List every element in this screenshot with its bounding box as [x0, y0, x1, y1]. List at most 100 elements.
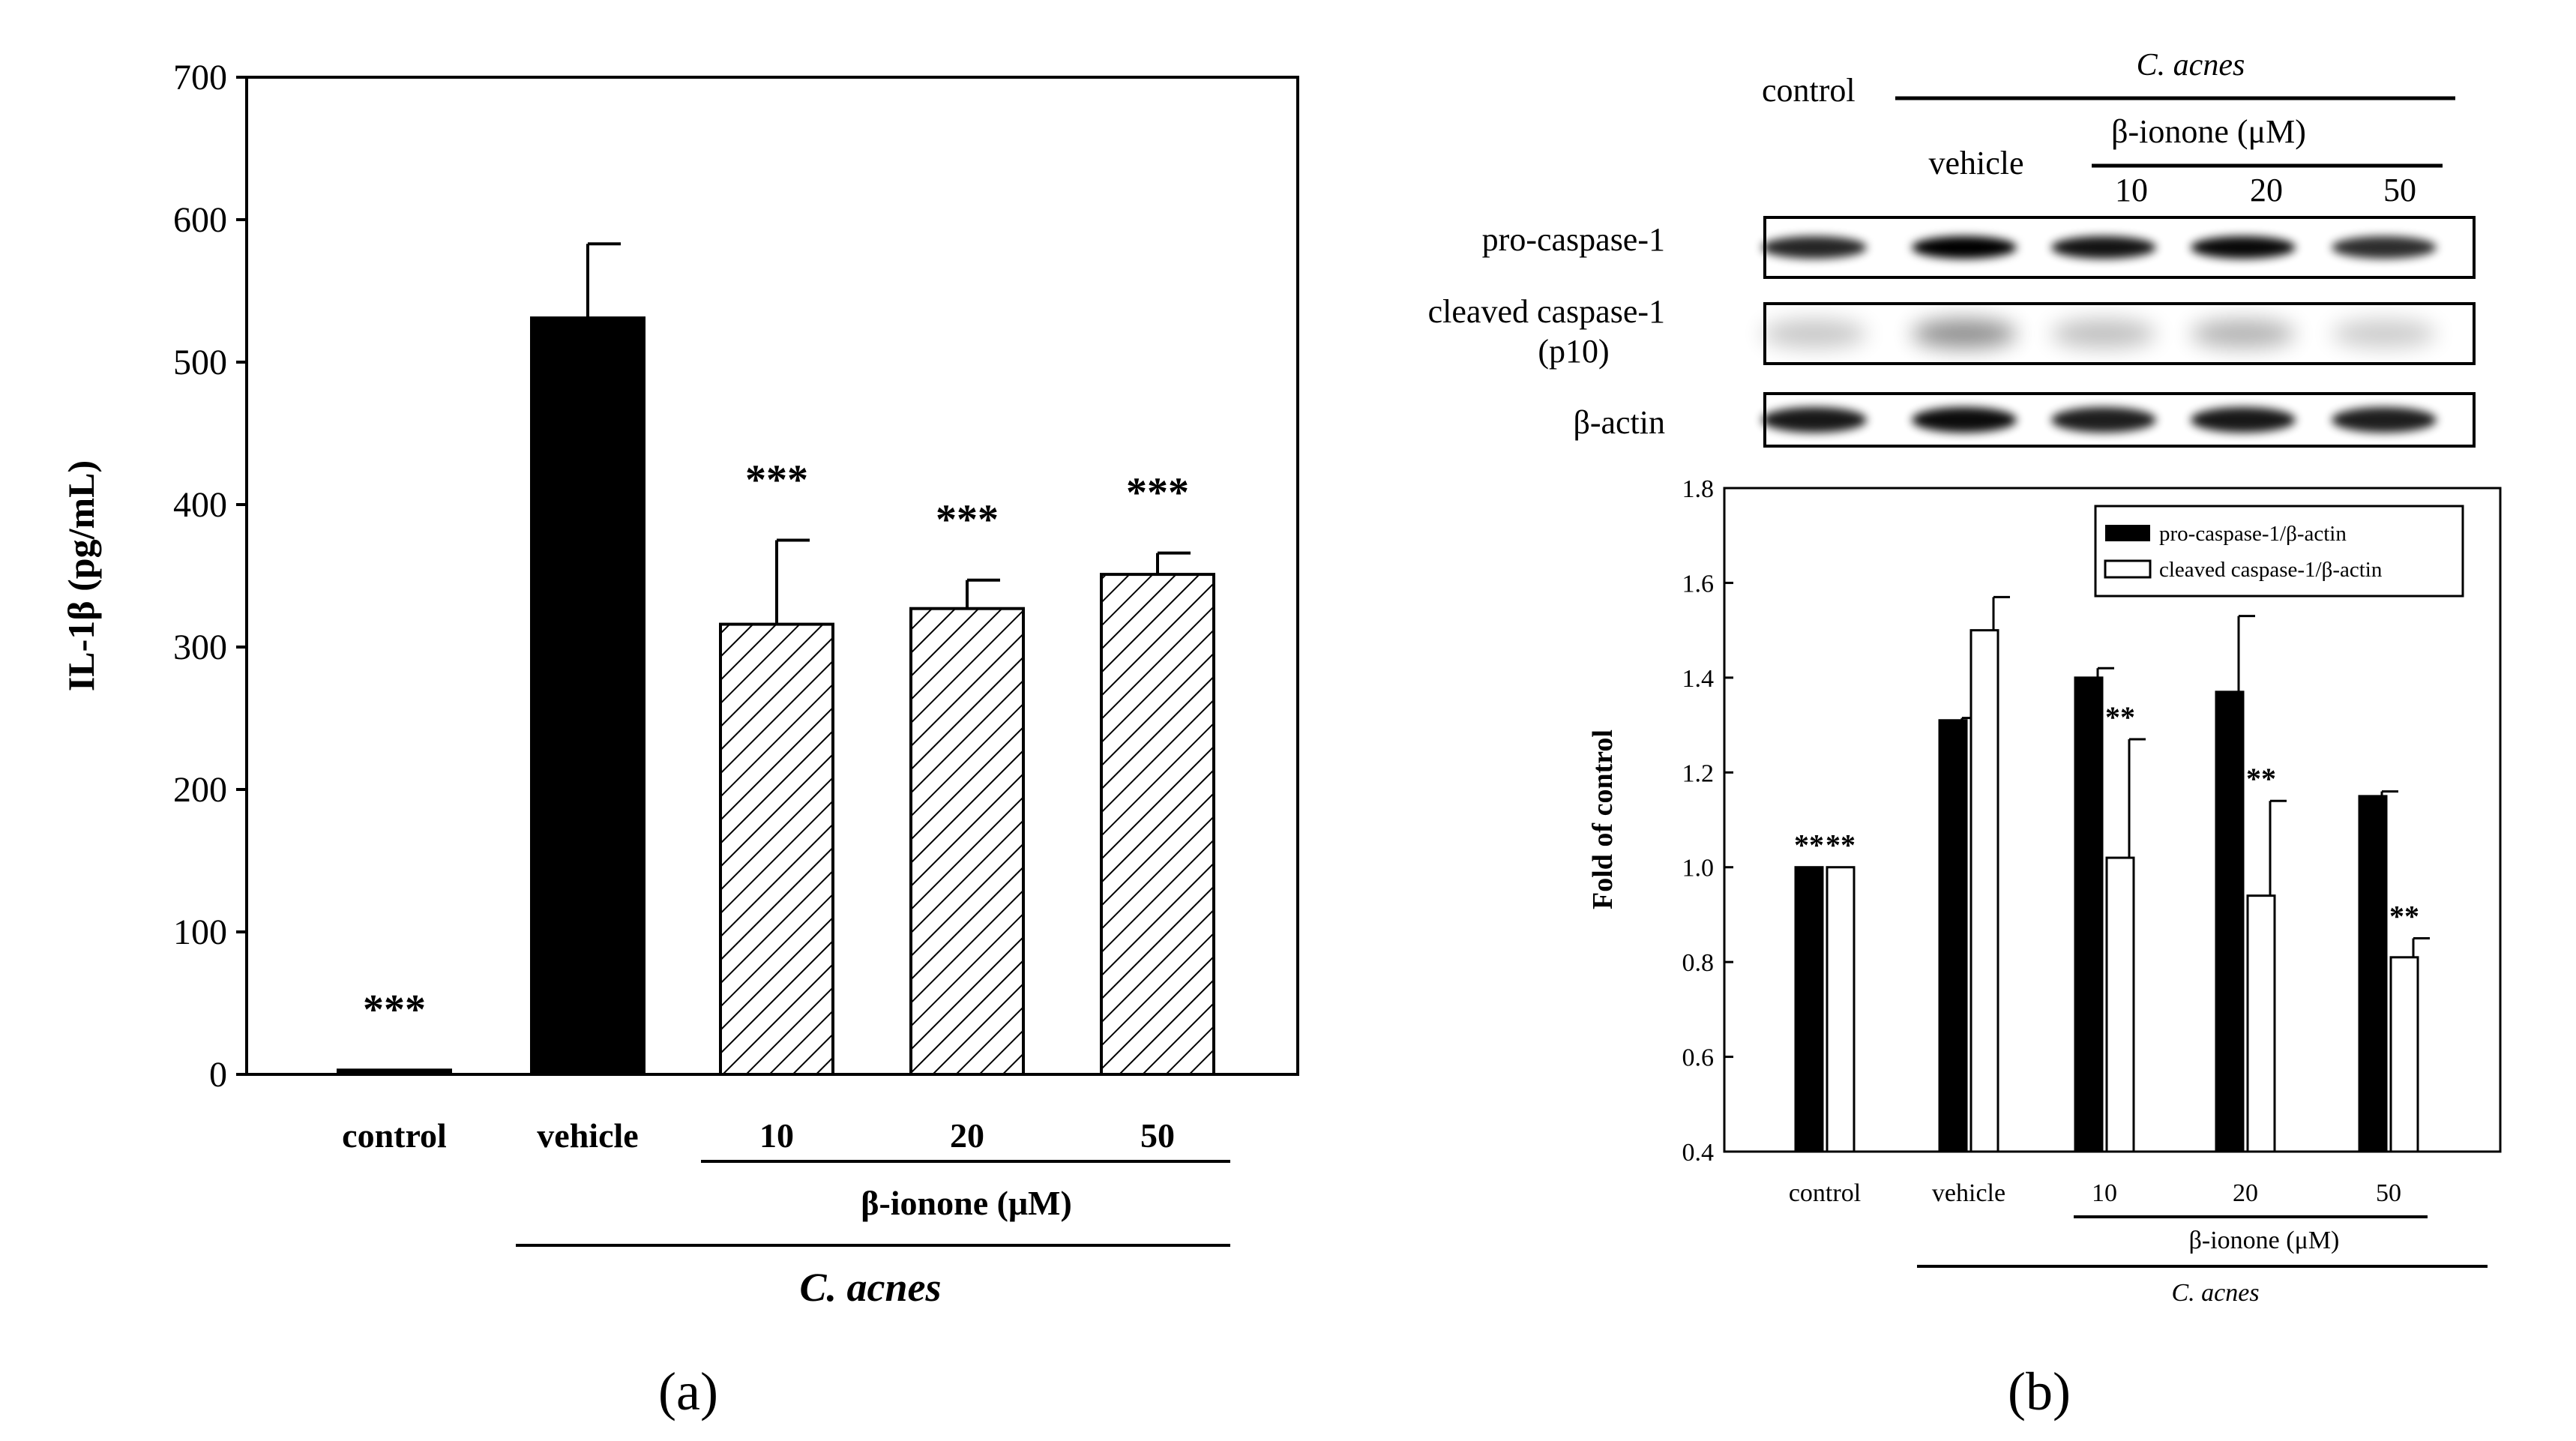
legend-label-pro-caspase: pro-caspase-1/β-actin — [2159, 522, 2347, 546]
blot-band — [2191, 407, 2296, 433]
ionone-label-a: β-ionone (μM) — [861, 1184, 1072, 1222]
bar-vehicle-series-2 — [1969, 629, 1999, 1153]
blot-band — [1762, 236, 1867, 259]
y-tick-label-b: 0.4 — [1682, 1139, 1715, 1167]
legend-swatch-pro-caspase — [2105, 525, 2150, 541]
y-tick-label-b: 1.6 — [1682, 570, 1715, 598]
blot-band — [2051, 319, 2156, 348]
blot-band — [2332, 319, 2437, 348]
significance-20: *** — [936, 497, 999, 544]
panel-a: 0 100 200 300 400 500 600 700 IL-1β (pg/mL) ***… — [60, 58, 1299, 1422]
blot-band — [1912, 407, 2017, 433]
y-tick-label-b: 1.4 — [1682, 665, 1715, 693]
y-axis-b: 0.4 0.6 0.8 1.0 1.2 1.4 1.6 1.8 — [1682, 475, 1733, 1167]
y-tick-label-a: 700 — [173, 58, 227, 97]
blot-row-label-actin: β-actin — [1573, 404, 1665, 441]
y-tick-label-a: 500 — [173, 343, 227, 382]
blot-band — [2332, 407, 2437, 433]
y-axis-a: 0 100 200 300 400 500 600 700 — [173, 58, 247, 1095]
bars-b: ** ******** — [1794, 595, 2430, 1153]
bar-control-series-1 — [1794, 866, 1824, 1153]
x-label-50: 50 — [1140, 1116, 1175, 1155]
blot-dose-20: 20 — [2250, 172, 2283, 208]
blot-dose-50: 50 — [2383, 172, 2416, 208]
legend-frame — [2094, 505, 2464, 598]
caption-b: (b) — [2008, 1362, 2071, 1422]
blot-row-label-pro-caspase: pro-caspase-1 — [1482, 221, 1665, 258]
blot-row-label-p10: (p10) — [1538, 333, 1609, 370]
bar-vehicle — [530, 316, 645, 1077]
panel-b-chart: 0.4 0.6 0.8 1.0 1.2 1.4 1.6 1.8 Fold of control… — [1587, 475, 2502, 1422]
significance-10-series-2: ** — [2105, 700, 2135, 734]
blot-dose-10: 10 — [2115, 172, 2148, 208]
panel-b-blot: control C. acnes vehicle β-ionone (μM) 1… — [1428, 48, 2476, 448]
y-tick-label-b: 1.0 — [1682, 855, 1715, 882]
bar-10-series-1 — [2074, 676, 2104, 1153]
x-label-b-10: 10 — [2092, 1179, 2117, 1207]
x-label-b-50: 50 — [2376, 1179, 2401, 1207]
x-label-b-vehicle: vehicle — [1932, 1179, 2005, 1207]
x-label-vehicle: vehicle — [537, 1116, 638, 1155]
x-label-10: 10 — [759, 1116, 794, 1155]
significance-20-series-2: ** — [2246, 762, 2276, 795]
bars-a: *** *** *** *** — [337, 242, 1215, 1077]
y-tick-label-a: 100 — [173, 912, 227, 952]
legend-b: pro-caspase-1/β-actin cleaved caspase-1/… — [2094, 505, 2464, 598]
blot-band — [1912, 236, 2017, 259]
blot-band — [1762, 407, 1867, 433]
bar-vehicle-series-1 — [1938, 719, 1968, 1153]
x-label-b-20: 20 — [2233, 1179, 2258, 1207]
blot-header-vehicle: vehicle — [1928, 145, 2023, 181]
x-label-20: 20 — [950, 1116, 984, 1155]
blot-band — [2191, 236, 2296, 259]
y-tick-label-b: 1.8 — [1682, 475, 1715, 503]
y-tick-label-b: 0.8 — [1682, 949, 1715, 977]
significance-control-series-1: ** — [1794, 828, 1824, 862]
blot-band — [2191, 319, 2296, 348]
legend-swatch-cleaved-caspase — [2104, 559, 2152, 579]
blot-header-acnes: C. acnes — [2137, 48, 2245, 82]
y-axis-label-b: Fold of control — [1587, 729, 1619, 909]
x-label-b-control: control — [1789, 1179, 1861, 1207]
blot-band — [1912, 319, 2017, 348]
y-tick-label-a: 0 — [209, 1055, 227, 1095]
significance-50-series-2: ** — [2389, 900, 2419, 933]
blot-header-control: control — [1762, 72, 1856, 109]
bar-50-series-2 — [2389, 956, 2419, 1153]
blot-row-label-cleaved-caspase: cleaved caspase-1 — [1428, 293, 1665, 330]
blot-band — [1762, 319, 1867, 348]
x-labels-b: control vehicle 10 20 50 — [1789, 1179, 2401, 1207]
legend-label-cleaved-caspase: cleaved caspase-1/β-actin — [2159, 558, 2383, 582]
acnes-label-b: C. acnes — [2171, 1279, 2259, 1307]
y-tick-label-a: 600 — [173, 200, 227, 240]
y-tick-label-b: 1.2 — [1682, 759, 1715, 787]
x-label-control: control — [342, 1116, 447, 1155]
bar-50 — [1100, 573, 1215, 1076]
y-tick-label-a: 300 — [173, 628, 227, 667]
blot-band — [2332, 236, 2437, 259]
blot-header-ionone: β-ionone (μM) — [2111, 113, 2306, 150]
bar-20-series-1 — [2215, 691, 2245, 1153]
significance-10: *** — [745, 457, 808, 504]
bar-10 — [719, 622, 834, 1076]
x-labels-a: control vehicle 10 20 50 — [342, 1116, 1175, 1155]
bar-20-series-2 — [2246, 894, 2276, 1153]
y-tick-label-b: 0.6 — [1682, 1044, 1715, 1072]
y-tick-label-a: 200 — [173, 770, 227, 810]
bar-control — [337, 1068, 452, 1077]
blot-band — [2051, 236, 2156, 259]
ionone-label-b: β-ionone (μM) — [2189, 1227, 2340, 1254]
blot-band — [2051, 407, 2156, 433]
bar-control-series-2 — [1826, 866, 1856, 1153]
y-axis-label-a: IL-1β (pg/mL) — [60, 460, 102, 691]
caption-a: (a) — [658, 1362, 718, 1422]
bar-20 — [909, 607, 1025, 1076]
significance-control-series-2: ** — [1826, 828, 1856, 862]
acnes-label-a: C. acnes — [800, 1265, 942, 1310]
significance-control: *** — [363, 987, 426, 1033]
y-tick-label-a: 400 — [173, 485, 227, 525]
significance-50: *** — [1126, 470, 1189, 517]
blot-strips — [1762, 216, 2476, 448]
bar-50-series-1 — [2358, 795, 2388, 1153]
